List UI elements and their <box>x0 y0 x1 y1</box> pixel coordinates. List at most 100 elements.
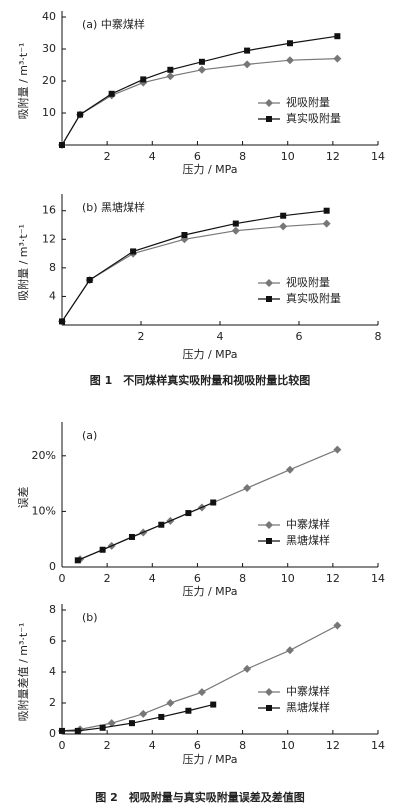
x-tick-label: 4 <box>149 739 156 752</box>
y-tick-label: 0 <box>49 727 56 740</box>
x-tick-label: 0 <box>59 572 66 585</box>
data-point <box>285 646 294 655</box>
y-tick-label: 4 <box>49 289 56 302</box>
x-tick-label: 12 <box>326 150 340 163</box>
y-tick-label: 2 <box>49 696 56 709</box>
data-point <box>99 546 106 553</box>
series-line <box>61 35 338 146</box>
legend-label: 中寨煤样 <box>286 684 330 698</box>
x-tick-label: 14 <box>371 572 385 585</box>
x-tick-label: 14 <box>371 150 385 163</box>
data-point <box>166 72 175 81</box>
data-point <box>243 60 252 69</box>
data-point <box>108 90 115 97</box>
data-point <box>158 713 165 720</box>
data-point <box>279 222 288 231</box>
legend-label: 视吸附量 <box>286 95 330 109</box>
legend-marker <box>266 296 272 302</box>
data-point <box>139 709 148 718</box>
data-point <box>197 65 206 74</box>
data-point <box>74 727 81 734</box>
data-point <box>128 720 135 727</box>
data-point <box>130 248 137 255</box>
data-point <box>197 688 206 697</box>
data-point <box>166 699 175 707</box>
data-point <box>59 318 65 325</box>
x-axis-label: 压力 / MPa <box>182 163 237 176</box>
x-tick-label: 12 <box>326 572 340 585</box>
data-point <box>243 664 252 673</box>
data-point <box>210 701 217 708</box>
x-tick-label: 4 <box>149 150 156 163</box>
legend-label: 黑塘煤样 <box>286 700 330 714</box>
data-point <box>285 56 294 65</box>
data-point <box>333 621 342 630</box>
y-tick-label: 20% <box>32 449 56 462</box>
legend-label: 视吸附量 <box>286 275 330 289</box>
x-tick-label: 8 <box>239 739 246 752</box>
x-tick-label: 6 <box>194 739 201 752</box>
data-point <box>158 521 165 528</box>
data-point <box>181 232 188 238</box>
figure-caption: 图 2 视吸附量与真实吸附量误差及差值图 <box>95 790 304 804</box>
x-tick-label: 10 <box>281 572 295 585</box>
data-point <box>59 142 65 148</box>
data-point <box>99 724 106 731</box>
data-point <box>140 76 147 83</box>
x-axis-label: 压力 / MPa <box>182 348 237 361</box>
y-tick-label: 16 <box>42 204 56 217</box>
legend-marker <box>265 279 273 287</box>
legend-marker <box>266 705 272 711</box>
x-tick-label: 4 <box>149 572 156 585</box>
data-point <box>322 219 331 228</box>
data-point <box>244 47 251 54</box>
x-tick-label: 8 <box>375 330 382 343</box>
y-tick-label: 0 <box>49 560 56 573</box>
legend-marker <box>265 688 273 696</box>
y-tick-label: 10 <box>42 106 56 119</box>
legend-marker <box>266 116 272 122</box>
data-point <box>185 510 192 517</box>
y-tick-label: 10% <box>32 504 56 517</box>
data-point <box>59 727 65 734</box>
data-point <box>333 445 342 454</box>
data-point <box>286 40 293 47</box>
x-axis-label: 压力 / MPa <box>182 753 237 766</box>
y-tick-label: 8 <box>49 261 56 274</box>
y-axis-label: 吸附量差值 / m³·t⁻¹ <box>16 623 30 722</box>
data-point <box>74 557 81 564</box>
x-tick-label: 14 <box>371 739 385 752</box>
x-tick-label: 6 <box>296 330 303 343</box>
x-tick-label: 6 <box>194 150 201 163</box>
data-point <box>334 33 341 40</box>
panel-title: (a) 中寨煤样 <box>82 17 145 31</box>
data-point <box>243 484 252 493</box>
x-tick-label: 4 <box>217 330 224 343</box>
x-tick-label: 6 <box>194 572 201 585</box>
data-point <box>167 66 174 73</box>
data-point <box>107 719 116 728</box>
x-tick-label: 10 <box>281 150 295 163</box>
data-point <box>77 111 84 118</box>
data-point <box>198 58 205 65</box>
legend-label: 中寨煤样 <box>286 517 330 531</box>
x-tick-label: 2 <box>104 739 111 752</box>
series-line <box>61 624 338 732</box>
panel-title: (b) <box>82 611 98 624</box>
x-tick-label: 2 <box>104 150 111 163</box>
panel-title: (a) <box>82 429 97 442</box>
y-tick-label: 20 <box>42 74 56 87</box>
legend-label: 黑塘煤样 <box>286 533 330 547</box>
legend-marker <box>265 521 273 529</box>
y-tick-label: 8 <box>49 603 56 616</box>
x-tick-label: 8 <box>239 572 246 585</box>
x-tick-label: 8 <box>239 150 246 163</box>
legend-label: 真实吸附量 <box>286 111 341 125</box>
y-tick-label: 30 <box>42 42 56 55</box>
data-point <box>285 465 294 474</box>
data-point <box>86 277 93 283</box>
legend-marker <box>266 538 272 544</box>
data-point <box>323 207 330 214</box>
data-point <box>333 54 342 63</box>
x-tick-label: 0 <box>59 739 66 752</box>
